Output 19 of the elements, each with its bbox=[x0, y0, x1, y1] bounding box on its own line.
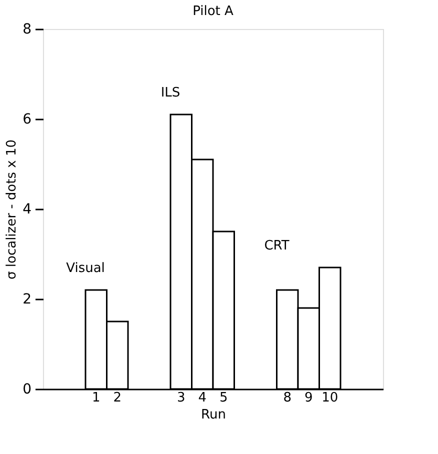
y-tick-label: 6 bbox=[22, 112, 32, 128]
y-tick-label: 4 bbox=[22, 202, 32, 218]
annotation: Visual bbox=[66, 261, 105, 276]
y-tick-label: 8 bbox=[22, 22, 32, 38]
y-tick-label: 2 bbox=[22, 292, 32, 308]
annotation: CRT bbox=[264, 238, 290, 254]
annotation: ILS bbox=[160, 86, 180, 100]
x-tick-label: 9 bbox=[304, 390, 313, 406]
x-axis-title: Run bbox=[201, 408, 226, 422]
x-tick-label: 8 bbox=[283, 390, 292, 406]
x-tick-label: 1 bbox=[92, 390, 100, 406]
x-tick-label: 2 bbox=[113, 390, 122, 406]
x-tick-label: 4 bbox=[198, 390, 207, 406]
x-tick-label: 10 bbox=[322, 390, 338, 406]
chart-title: Pilot A bbox=[192, 4, 234, 19]
y-axis-title: σ localizer - dots x 10 bbox=[4, 140, 20, 280]
y-tick-label: 0 bbox=[22, 382, 32, 398]
x-tick-label: 3 bbox=[176, 390, 186, 406]
x-tick-label: 5 bbox=[219, 390, 228, 406]
